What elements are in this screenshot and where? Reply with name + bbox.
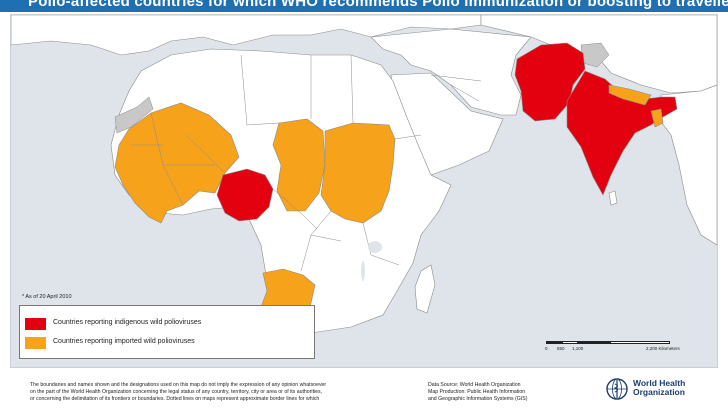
title-bar: Polio-affected countries for which WHO r… xyxy=(0,0,728,12)
scale-segment xyxy=(546,341,562,344)
region-nepal xyxy=(608,84,652,106)
source-line: and Geographic Information Systems (GIS) xyxy=(428,396,528,403)
land-middle-east xyxy=(370,28,532,116)
who-emblem-icon xyxy=(606,378,628,400)
scale-label: 550 xyxy=(557,346,565,351)
region-sudan xyxy=(320,122,396,224)
disclaimer-line: on the part of the World Health Organiza… xyxy=(30,389,323,396)
lake-victoria xyxy=(368,241,382,253)
map xyxy=(10,14,718,368)
scale-label: 0 xyxy=(545,346,548,351)
land-madagascar xyxy=(414,264,436,314)
land-sri-lanka xyxy=(608,190,618,206)
legend: Countries reporting indigenous wild poli… xyxy=(19,305,315,359)
region-bangladesh xyxy=(650,108,664,128)
border-west-africa xyxy=(131,112,226,206)
legend-swatch-imported xyxy=(25,337,46,349)
who-wordmark: World Health Organization xyxy=(633,379,685,397)
lake-tanganyika xyxy=(361,261,365,281)
legend-label-indigenous: Countries reporting indigenous wild poli… xyxy=(53,319,202,326)
land-se-asia xyxy=(658,84,717,246)
region-nigeria xyxy=(216,168,274,222)
date-note: * As of 20 April 2010 xyxy=(22,294,72,300)
scale-segment xyxy=(578,341,610,344)
region-chad xyxy=(272,118,326,212)
land-europe xyxy=(11,15,482,56)
disclaimer-line: The boundaries and names shown and the d… xyxy=(30,382,327,388)
region-west-africa-imported xyxy=(114,102,240,224)
source-line: Data Source: World Health Organization xyxy=(428,382,521,388)
legend-label-imported: Countries reporting imported wild poliov… xyxy=(53,338,195,345)
who-name-line: Organization xyxy=(633,387,685,397)
disclaimer: The boundaries and names shown and the d… xyxy=(30,382,415,404)
map-canvas xyxy=(11,15,717,334)
region-western-sahara xyxy=(114,96,154,134)
scale-bar: 0 550 1,100 2,200 Kilometers xyxy=(545,341,686,355)
disclaimer-line: or concerning the delimitation of its fr… xyxy=(30,396,320,403)
map-title: Polio-affected countries for which WHO r… xyxy=(28,0,728,10)
legend-swatch-indigenous xyxy=(25,318,46,330)
source-line: Map Production: Public Health Informatio… xyxy=(428,389,526,396)
scale-label: 1,100 xyxy=(572,346,584,351)
data-source: Data Source: World Health Organization M… xyxy=(428,382,598,404)
border-lines xyxy=(240,54,482,272)
scale-segment xyxy=(610,341,670,344)
scale-segment xyxy=(562,341,578,344)
who-name-line: World Health xyxy=(633,378,686,388)
scale-label: 2,200 Kilometers xyxy=(646,346,680,351)
